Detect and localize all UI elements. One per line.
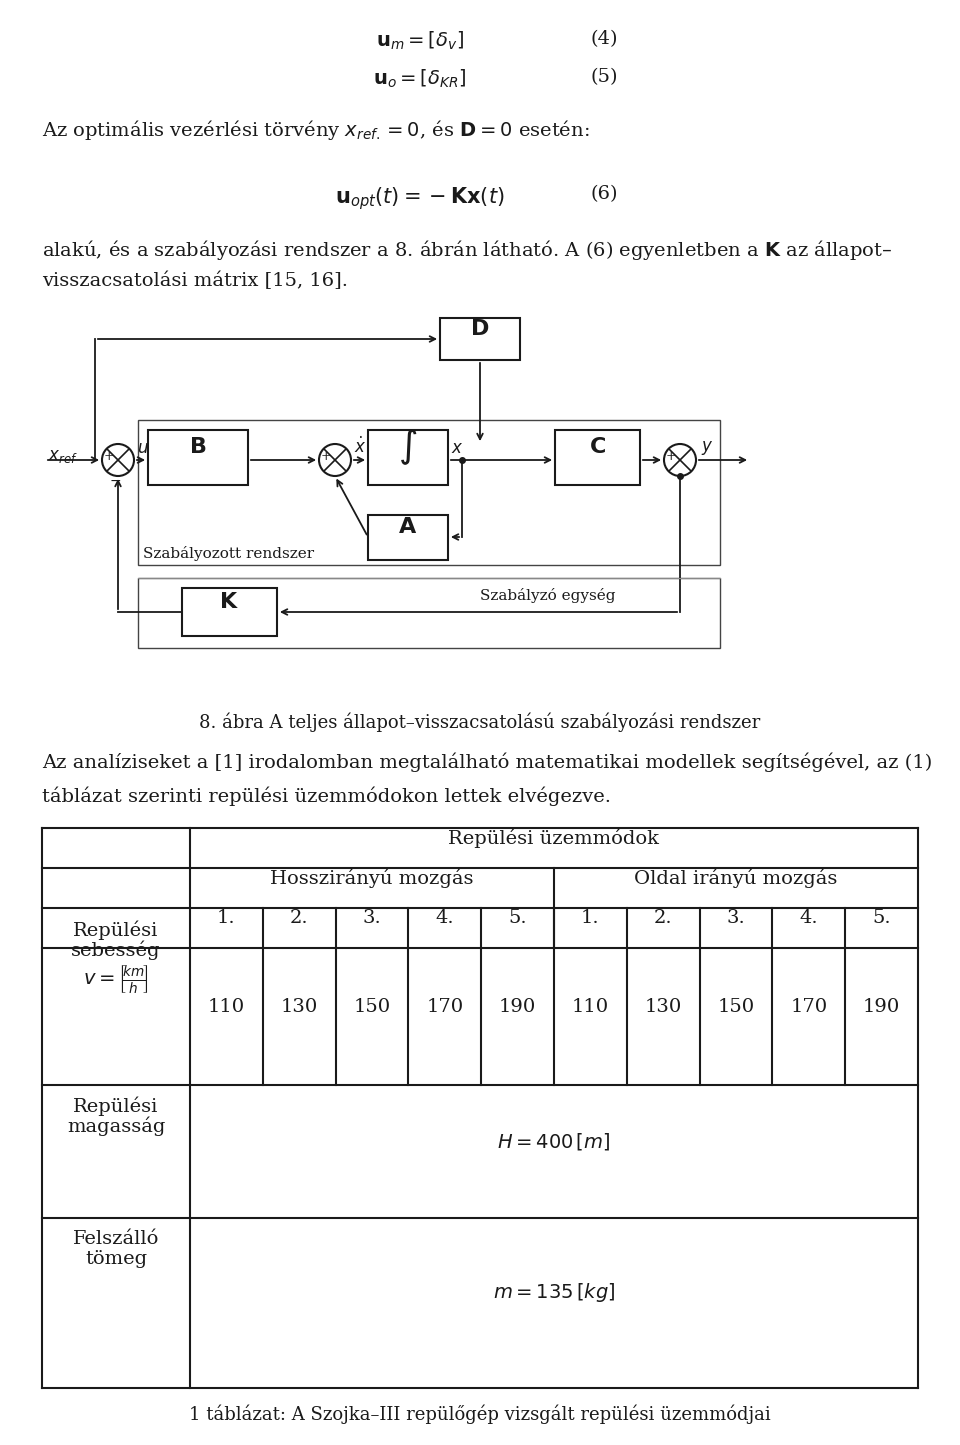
Text: Felszálló: Felszálló [73,1230,159,1248]
Text: magasság: magasság [67,1117,165,1137]
Text: 3.: 3. [727,909,745,928]
Text: $\mathbf{C}$: $\mathbf{C}$ [588,436,606,458]
Text: 4.: 4. [436,909,454,928]
Text: 2.: 2. [654,909,673,928]
Text: Szabályzó egység: Szabályzó egység [480,588,615,603]
Text: 1 táblázat: A Szojka–III repülőgép vizsgált repülési üzemmódjai: 1 táblázat: A Szojka–III repülőgép vizsg… [189,1405,771,1425]
Text: (4): (4) [590,30,617,48]
Text: 150: 150 [717,997,755,1016]
Text: Hosszirányú mozgás: Hosszirányú mozgás [271,868,473,887]
Text: $\mathbf{B}$: $\mathbf{B}$ [189,436,206,458]
Text: 150: 150 [353,997,391,1016]
Text: 3.: 3. [363,909,381,928]
Bar [148,431,248,486]
Text: $y$: $y$ [701,439,713,457]
Text: 2.: 2. [290,909,308,928]
Text: Repülési: Repülési [73,1097,158,1117]
Text: 170: 170 [790,997,828,1016]
Text: Oldal irányú mozgás: Oldal irányú mozgás [635,868,838,887]
Text: 1.: 1. [217,909,236,928]
Text: alakú, és a szabályozási rendszer a 8. ábrán látható. A (6) egyenletben a $\math: alakú, és a szabályozási rendszer a 8. á… [42,238,892,262]
Text: (6): (6) [590,185,617,202]
Text: $\mathbf{A}$: $\mathbf{A}$ [398,516,418,538]
Text: $H = 400\,[m]$: $H = 400\,[m]$ [497,1131,611,1152]
Text: tömeg: tömeg [84,1250,147,1269]
Bar [138,420,720,565]
Text: $x_{ref}$: $x_{ref}$ [48,448,78,465]
Text: 110: 110 [572,997,609,1016]
Text: $\dot{x}$: $\dot{x}$ [354,436,367,457]
Text: visszacsatolási mátrix [15, 16].: visszacsatolási mátrix [15, 16]. [42,272,348,290]
Text: $\mathbf{u}_m = [\delta_v]$: $\mathbf{u}_m = [\delta_v]$ [376,30,464,52]
Text: −: − [109,474,121,488]
Text: 8. ábra A teljes állapot–visszacsatolású szabályozási rendszer: 8. ábra A teljes állapot–visszacsatolású… [200,712,760,733]
Text: Repülési: Repülési [73,920,158,939]
Text: Az analíziseket a [1] irodalomban megtalálható matematikai modellek segítségével: Az analíziseket a [1] irodalomban megtal… [42,751,932,772]
Text: $\mathbf{K}$: $\mathbf{K}$ [219,591,239,613]
Text: 5.: 5. [508,909,527,928]
Text: $u$: $u$ [137,439,149,457]
Text: $\mathbf{D}$: $\mathbf{D}$ [470,318,490,340]
Text: 130: 130 [644,997,682,1016]
Text: $\mathbf{u}_o = [\delta_{KR}]$: $\mathbf{u}_o = [\delta_{KR}]$ [373,68,467,90]
Text: 130: 130 [280,997,318,1016]
Text: $\int$: $\int$ [398,428,418,467]
Text: 190: 190 [863,997,900,1016]
Text: +: + [666,451,677,464]
Text: Repülési üzemmódok: Repülési üzemmódok [448,828,660,848]
Text: Szabályozott rendszer: Szabályozott rendszer [143,546,314,561]
Text: Az optimális vezérlési törvény $x_{ref.} = 0$, és $\mathbf{D} = 0$ esetén:: Az optimális vezérlési törvény $x_{ref.}… [42,118,589,142]
Bar [368,514,448,561]
Bar [555,431,640,486]
Text: $\mathbf{u}_{opt}(t) = -\mathbf{K}\mathbf{x}(t)$: $\mathbf{u}_{opt}(t) = -\mathbf{K}\mathb… [335,185,505,212]
Text: +: + [104,451,114,464]
Text: 1.: 1. [581,909,600,928]
Text: 170: 170 [426,997,464,1016]
Bar [138,578,720,647]
Text: (5): (5) [590,68,617,87]
Bar [368,431,448,486]
Text: 110: 110 [207,997,245,1016]
Text: 190: 190 [499,997,537,1016]
Bar [182,588,277,636]
Text: táblázat szerinti repülési üzemmódokon lettek elvégezve.: táblázat szerinti repülési üzemmódokon l… [42,786,611,805]
Text: +: + [321,451,331,464]
Text: $m = 135\,[kg]$: $m = 135\,[kg]$ [492,1282,615,1305]
Text: $x$: $x$ [451,439,464,457]
Text: 5.: 5. [873,909,891,928]
Text: sebesség: sebesség [71,941,160,959]
Bar [440,318,520,360]
Text: 4.: 4. [800,909,818,928]
Text: $v = \left[\!\frac{km}{h}\!\right]$: $v = \left[\!\frac{km}{h}\!\right]$ [84,962,149,996]
